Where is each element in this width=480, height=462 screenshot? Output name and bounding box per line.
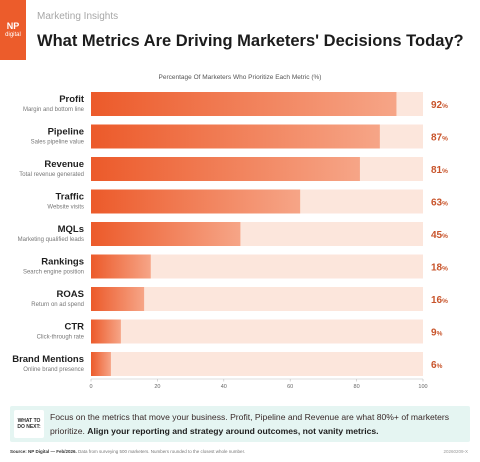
bar-row: Revenue Total revenue generated 81% bbox=[19, 157, 448, 181]
category-label: MQLs bbox=[58, 224, 84, 235]
header: NP digital Marketing Insights What Metri… bbox=[0, 0, 480, 60]
category-label: Revenue bbox=[44, 159, 84, 170]
data-label: 63% bbox=[431, 198, 448, 209]
data-label: 87% bbox=[431, 133, 448, 144]
bar-row: CTR Click-through rate 9% bbox=[37, 319, 443, 344]
what-to-do-next-badge: WHAT TO DO NEXT: bbox=[14, 410, 44, 438]
category-label: Pipeline bbox=[48, 127, 84, 138]
badge-line-1: WHAT TO bbox=[17, 418, 41, 424]
category-label: CTR bbox=[64, 322, 84, 333]
category-label: Rankings bbox=[41, 257, 84, 268]
bar-row: Profit Margin and bottom line 92% bbox=[23, 92, 448, 116]
category-label: Traffic bbox=[55, 192, 84, 203]
category-description: Margin and bottom line bbox=[23, 107, 85, 113]
bar bbox=[91, 189, 301, 214]
bar-row: MQLs Marketing qualified leads 45% bbox=[18, 222, 448, 246]
category-description: Online brand presence bbox=[23, 367, 84, 373]
logo-np-text: NP bbox=[6, 20, 20, 31]
category-label: Brand Mentions bbox=[12, 354, 84, 365]
section-label: Marketing Insights bbox=[37, 11, 119, 22]
footer-source: Source: NP Digital — Feb/2026. Data from… bbox=[10, 449, 245, 454]
data-label-suffix: % bbox=[442, 103, 448, 110]
x-tick-label: 20 bbox=[154, 384, 160, 390]
bar bbox=[91, 124, 380, 149]
data-label-suffix: % bbox=[437, 363, 443, 370]
bar-chart: Profit Margin and bottom line 92% Pipeline S… bbox=[12, 92, 448, 390]
source-label: Source: bbox=[10, 449, 27, 454]
data-label-suffix: % bbox=[442, 201, 448, 208]
data-label: 9% bbox=[431, 328, 443, 339]
data-label: 16% bbox=[431, 295, 448, 306]
bar bbox=[91, 92, 397, 116]
bar bbox=[91, 254, 151, 279]
np-digital-logo: NP digital bbox=[0, 0, 26, 60]
category-description: Return on ad spend bbox=[31, 302, 84, 308]
category-description: Marketing qualified leads bbox=[18, 237, 84, 243]
footer-code: 20260209-X bbox=[443, 449, 468, 454]
bar-row: ROAS Return on ad spend 16% bbox=[31, 287, 448, 311]
category-description: Search engine position bbox=[23, 270, 84, 276]
data-label-suffix: % bbox=[442, 233, 448, 240]
bar-track bbox=[91, 352, 423, 376]
category-description: Total revenue generated bbox=[19, 172, 84, 178]
data-label-suffix: % bbox=[442, 266, 448, 273]
data-label-suffix: % bbox=[442, 136, 448, 143]
source-text: Data from surveying 500 marketers. Numbe… bbox=[77, 449, 246, 454]
data-label: 81% bbox=[431, 165, 448, 176]
category-description: Sales pipeline value bbox=[31, 140, 85, 146]
bar bbox=[91, 319, 121, 344]
badge-line-2: DO NEXT: bbox=[17, 424, 41, 430]
data-label-suffix: % bbox=[442, 298, 448, 305]
bar bbox=[91, 157, 360, 181]
category-label: Profit bbox=[59, 94, 85, 105]
category-description: Click-through rate bbox=[37, 335, 85, 341]
data-label: 6% bbox=[431, 360, 443, 371]
bar-row: Rankings Search engine position 18% bbox=[23, 254, 448, 279]
chart-subtitle: Percentage Of Marketers Who Prioritize E… bbox=[158, 74, 322, 81]
category-label: ROAS bbox=[57, 289, 84, 300]
data-label: 18% bbox=[431, 263, 448, 274]
bar bbox=[91, 352, 111, 376]
data-label-suffix: % bbox=[437, 331, 443, 338]
callout-text-plain: Focus on the metrics that move your busi… bbox=[50, 412, 450, 436]
bar bbox=[91, 222, 241, 246]
source-name: NP Digital — Feb/2026. bbox=[28, 449, 77, 454]
x-tick-label: 0 bbox=[89, 384, 92, 390]
data-label-suffix: % bbox=[442, 168, 448, 175]
x-tick-label: 60 bbox=[287, 384, 293, 390]
bar-row: Traffic Website visits 63% bbox=[47, 189, 448, 214]
what-to-do-next-callout: WHAT TO DO NEXT: Focus on the metrics th… bbox=[10, 406, 470, 442]
category-description: Website visits bbox=[47, 205, 84, 211]
logo-digital-text: digital bbox=[5, 31, 21, 38]
data-label: 92% bbox=[431, 100, 448, 111]
bar-row: Brand Mentions Online brand presence 6% bbox=[12, 352, 443, 376]
bar-row: Pipeline Sales pipeline value 87% bbox=[31, 124, 448, 149]
bar-track bbox=[91, 319, 423, 344]
x-tick-label: 40 bbox=[221, 384, 227, 390]
x-tick-label: 80 bbox=[354, 384, 360, 390]
page-title: What Metrics Are Driving Marketers' Deci… bbox=[37, 32, 464, 50]
data-label: 45% bbox=[431, 230, 448, 241]
bar-track bbox=[91, 287, 423, 311]
callout-text-bold: Align your reporting and strategy around… bbox=[87, 426, 379, 436]
callout-text: Focus on the metrics that move your busi… bbox=[50, 410, 466, 438]
bar bbox=[91, 287, 145, 311]
x-tick-label: 100 bbox=[418, 384, 427, 390]
